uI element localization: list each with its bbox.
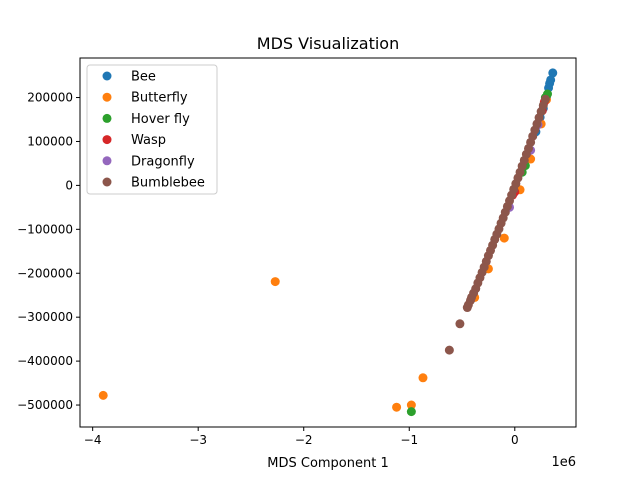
x-axis-label: MDS Component 1 (267, 456, 389, 471)
x-axis-ticks: −4 −3 −2 −1 0 (84, 427, 519, 447)
legend-marker-wasp (102, 135, 112, 145)
point-hover-fly (406, 407, 416, 417)
y-tick-label: 0 (65, 178, 73, 192)
legend-marker-bumblebee (102, 177, 112, 187)
legend-label-butterfly: Butterfly (131, 91, 188, 106)
x-axis-offset-label: 1e6 (551, 455, 576, 470)
y-tick-label: −500000 (17, 398, 73, 412)
legend-marker-bee (102, 71, 112, 81)
x-tick-label: −3 (189, 433, 207, 447)
legend-label-hover-fly: Hover fly (131, 112, 190, 127)
data-points-layer (98, 68, 558, 417)
point-butterfly (499, 233, 509, 243)
point-butterfly (418, 373, 428, 383)
point-bumblebee (540, 94, 550, 104)
legend-label-dragonfly: Dragonfly (131, 154, 195, 169)
point-bumblebee (455, 319, 465, 329)
legend-marker-butterfly (102, 92, 112, 102)
x-tick-label: −2 (295, 433, 313, 447)
legend-marker-dragonfly (102, 156, 112, 166)
point-bee (548, 68, 558, 78)
legend-label-wasp: Wasp (131, 133, 166, 148)
legend-label-bumblebee: Bumblebee (131, 176, 205, 191)
y-tick-label: −100000 (17, 222, 73, 236)
y-tick-label: 100000 (27, 134, 73, 148)
legend-marker-hover-fly (102, 113, 112, 123)
y-tick-label: −200000 (17, 266, 73, 280)
point-bumblebee (444, 345, 454, 355)
y-tick-label: −300000 (17, 310, 73, 324)
y-tick-label: −400000 (17, 354, 73, 368)
plot-frame (79, 57, 577, 428)
chart-legend: Bee Butterfly Hover fly Wasp Dragonfly Bumble… (86, 64, 218, 195)
point-butterfly (392, 402, 402, 412)
point-butterfly (98, 390, 108, 400)
x-tick-label: −1 (400, 433, 418, 447)
x-tick-label: −4 (84, 433, 102, 447)
point-butterfly (270, 277, 280, 287)
legend-label-bee: Bee (131, 70, 156, 85)
x-tick-label: 0 (511, 433, 519, 447)
chart-title: MDS Visualization (257, 34, 399, 53)
legend-box (86, 64, 218, 195)
y-axis-ticks: −500000 −400000 −300000 −200000 −100000 0 1000… (17, 91, 80, 412)
y-tick-label: 200000 (27, 91, 73, 105)
point-butterfly (406, 400, 416, 410)
